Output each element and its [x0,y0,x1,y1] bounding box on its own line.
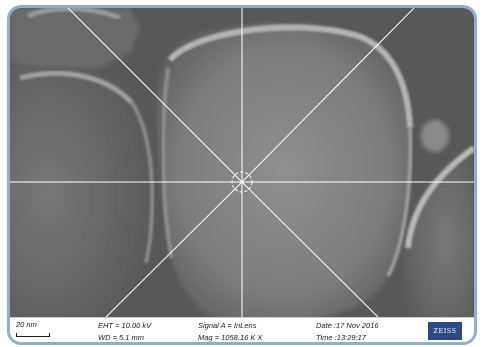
crosshair-diagonal-1 [67,8,243,183]
crosshair-diagonal-2b [105,181,243,317]
crosshair-overlay [10,8,474,317]
particle-top-left [10,8,140,70]
crosshair-diagonal-1b [241,181,379,317]
zeiss-logo-text: ZEISS [433,327,457,335]
signal-value: Signal A = InLens [198,321,257,330]
wd-value: WD = 5.1 mm [98,333,145,342]
particle-right [402,143,474,317]
scale-bar [16,333,50,337]
crosshair-diagonal-2 [241,8,415,183]
sem-image [10,8,474,317]
particle-left [10,65,158,317]
zeiss-logo: ZEISS [428,322,462,340]
mag-value: Mag = 1058.16 K X [198,333,263,342]
particle-right-small [421,120,449,152]
time-value: Time :13:29:17 [316,333,366,342]
sem-data-bar: 20 nm EHT = 10.00 kV WD = 5.1 mm Signal … [10,317,474,342]
date-value: Date :17 Nov 2016 [316,321,379,330]
scale-label: 20 nm [16,320,37,329]
micrograph-frame: 20 nm EHT = 10.00 kV WD = 5.1 mm Signal … [7,5,477,345]
crosshair-icon [231,171,253,193]
eht-value: EHT = 10.00 kV [98,321,152,330]
particle-center [157,23,413,317]
